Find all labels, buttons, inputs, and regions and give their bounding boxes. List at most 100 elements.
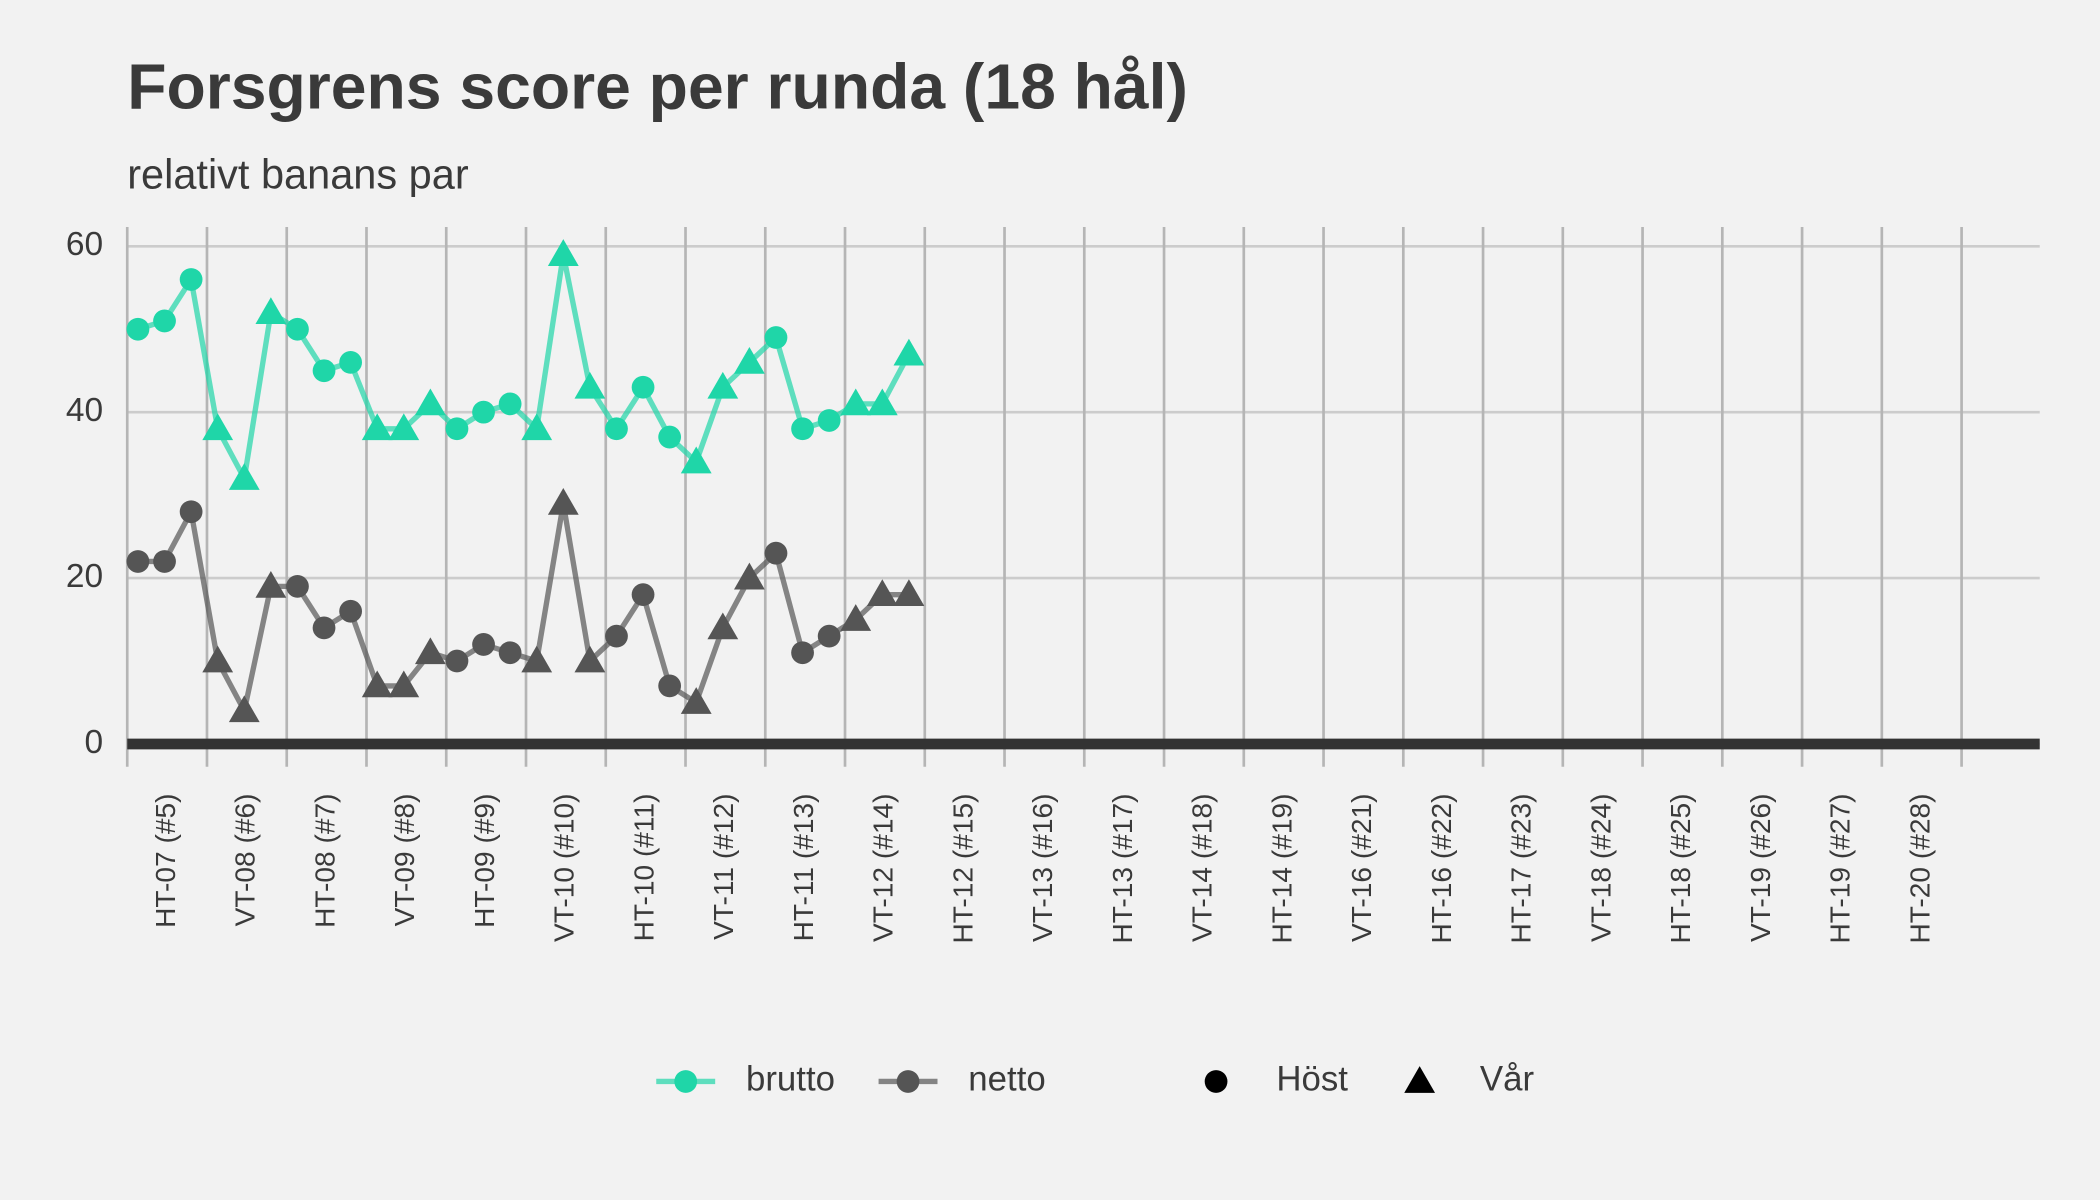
x-tick-label: HT-16 (#22) xyxy=(1426,794,1457,944)
data-point xyxy=(521,645,553,673)
x-tick-label: VT-08 (#6) xyxy=(230,794,261,927)
data-point xyxy=(866,579,898,607)
data-point xyxy=(339,599,363,623)
chart-subtitle: relativt banans par xyxy=(127,150,469,197)
data-point xyxy=(574,645,606,673)
data-point xyxy=(414,388,446,416)
data-point xyxy=(388,670,420,698)
data-point xyxy=(472,633,495,656)
data-point xyxy=(388,413,420,441)
series-line xyxy=(137,500,909,714)
x-tick-label: HT-17 (#23) xyxy=(1506,794,1537,944)
data-point xyxy=(547,488,579,515)
data-point xyxy=(817,409,841,432)
data-point xyxy=(445,649,469,673)
x-tick-label: HT-12 (#15) xyxy=(947,794,978,944)
data-point xyxy=(286,317,309,341)
x-tick-label: HT-20 (#28) xyxy=(1904,794,1935,944)
data-point xyxy=(791,641,814,665)
data-point xyxy=(893,579,925,607)
data-point xyxy=(202,645,234,673)
legend-label: netto xyxy=(968,1060,1045,1099)
y-tick-label: 60 xyxy=(66,226,103,263)
data-point xyxy=(680,687,712,714)
data-point xyxy=(574,371,606,399)
data-point xyxy=(255,297,287,325)
data-point xyxy=(202,413,234,441)
data-point xyxy=(866,388,898,416)
data-point xyxy=(840,604,872,631)
chart-title: Forsgrens score per runda (18 hål) xyxy=(127,51,1188,123)
data-point xyxy=(361,670,393,698)
x-tick-label: HT-07 (#5) xyxy=(150,794,181,928)
x-tick-label: VT-13 (#16) xyxy=(1027,794,1058,942)
x-tick-label: HT-18 (#25) xyxy=(1665,794,1696,944)
y-tick-label: 0 xyxy=(85,724,104,761)
x-tick-label: VT-14 (#18) xyxy=(1187,794,1218,942)
data-point xyxy=(680,446,712,474)
data-point xyxy=(658,425,682,449)
x-tick-label: VT-09 (#8) xyxy=(389,794,420,927)
data-point xyxy=(228,695,260,723)
data-point xyxy=(631,375,655,399)
legend-label: Vår xyxy=(1480,1060,1535,1099)
data-point xyxy=(733,347,765,374)
data-point xyxy=(631,583,655,607)
x-tick-label: HT-09 (#9) xyxy=(469,794,500,928)
data-point xyxy=(498,392,522,416)
data-point xyxy=(764,326,788,349)
data-point xyxy=(840,388,872,416)
legend-label: Höst xyxy=(1276,1060,1348,1099)
data-point xyxy=(764,541,788,565)
x-tick-label: HT-14 (#19) xyxy=(1266,794,1297,944)
data-point xyxy=(153,550,176,573)
legend-marker xyxy=(1404,1066,1436,1093)
data-point xyxy=(605,624,628,648)
y-tick-label: 20 xyxy=(66,558,103,595)
data-point xyxy=(791,417,814,441)
data-point xyxy=(312,359,336,383)
data-point xyxy=(361,413,393,441)
x-tick-label: HT-11 (#13) xyxy=(788,794,819,942)
x-tick-label: HT-13 (#17) xyxy=(1107,794,1138,944)
data-point xyxy=(126,550,150,573)
x-tick-label: VT-18 (#24) xyxy=(1585,794,1616,942)
legend-marker xyxy=(896,1070,920,1093)
legend-marker xyxy=(1204,1070,1228,1093)
x-tick-label: HT-08 (#7) xyxy=(309,794,340,928)
data-point xyxy=(498,641,522,665)
data-point xyxy=(153,309,176,333)
data-point xyxy=(733,562,765,590)
data-point xyxy=(126,317,150,341)
data-point xyxy=(228,463,260,490)
data-point xyxy=(707,612,739,640)
data-point xyxy=(658,674,682,698)
data-point xyxy=(255,570,287,598)
data-point xyxy=(445,417,469,441)
data-point xyxy=(414,637,446,665)
data-point xyxy=(893,338,925,366)
x-tick-label: VT-12 (#14) xyxy=(868,794,899,942)
x-tick-label: HT-10 (#11) xyxy=(628,794,659,942)
data-point xyxy=(472,400,495,424)
y-tick-label: 40 xyxy=(66,392,103,429)
data-point xyxy=(179,500,203,524)
x-tick-label: VT-16 (#21) xyxy=(1346,794,1377,942)
data-point xyxy=(521,413,553,441)
data-point xyxy=(179,268,203,291)
x-tick-label: HT-19 (#27) xyxy=(1825,794,1856,944)
x-tick-label: VT-10 (#10) xyxy=(549,794,580,942)
data-point xyxy=(547,239,579,266)
data-point xyxy=(605,417,628,441)
legend-marker xyxy=(674,1070,698,1093)
data-point xyxy=(312,616,336,640)
data-point xyxy=(339,351,363,374)
legend-label: brutto xyxy=(746,1060,835,1099)
data-point xyxy=(707,371,739,399)
data-point xyxy=(286,574,309,598)
x-tick-label: VT-11 (#12) xyxy=(708,794,739,940)
data-point xyxy=(817,624,841,648)
x-tick-label: VT-19 (#26) xyxy=(1745,794,1776,942)
